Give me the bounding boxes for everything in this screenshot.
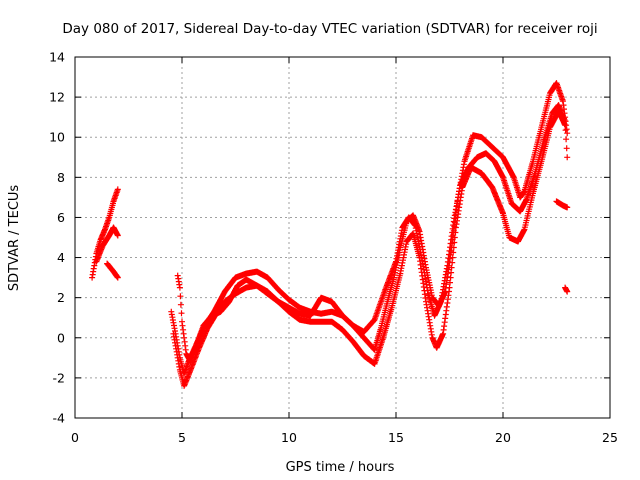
y-tick-label: 12 xyxy=(49,90,65,105)
y-tick-label: 0 xyxy=(57,330,65,345)
x-tick-label: 10 xyxy=(281,430,297,445)
x-axis-label: GPS time / hours xyxy=(286,460,395,475)
x-tick-label: 15 xyxy=(388,430,404,445)
data-point-markers xyxy=(93,224,121,265)
x-tick-label: 25 xyxy=(602,430,618,445)
y-tick-label: 10 xyxy=(49,130,65,145)
y-tick-label: 8 xyxy=(57,170,65,185)
data-points xyxy=(89,80,571,389)
data-point-markers xyxy=(104,260,121,281)
plot-frame xyxy=(74,56,611,419)
x-tick-label: 20 xyxy=(495,430,511,445)
series-track-c xyxy=(174,102,571,365)
y-tick-label: 4 xyxy=(57,250,65,265)
data-point-markers xyxy=(174,102,571,365)
grid xyxy=(75,57,610,418)
x-tick-label: 5 xyxy=(178,430,186,445)
y-tick-label: 2 xyxy=(57,290,65,305)
y-tick-label: -2 xyxy=(53,370,65,385)
y-tick-label: -4 xyxy=(53,411,66,426)
y-axis-label: SDTVAR / TECUs xyxy=(7,185,22,292)
data-point-markers xyxy=(553,198,571,211)
axis-ticks: 0 5 10 15 20 25 -4 -2 0 2 4 6 8 10 12 14 xyxy=(49,50,618,446)
series-track-b xyxy=(93,108,571,389)
x-tick-label: 0 xyxy=(71,430,79,445)
data-point-markers xyxy=(562,284,571,295)
y-tick-label: 6 xyxy=(57,210,65,225)
chart-title: Day 080 of 2017, Sidereal Day-to-day VTE… xyxy=(62,21,597,37)
data-point-markers xyxy=(89,186,121,281)
y-tick-label: 14 xyxy=(49,50,65,65)
